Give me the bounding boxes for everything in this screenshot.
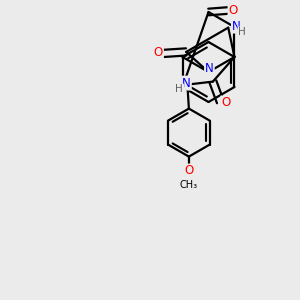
Text: O: O bbox=[184, 164, 194, 178]
Text: N: N bbox=[205, 62, 214, 76]
Text: O: O bbox=[154, 46, 163, 59]
Text: H: H bbox=[238, 27, 246, 38]
Text: CH₃: CH₃ bbox=[180, 179, 198, 190]
Text: H: H bbox=[176, 84, 183, 94]
Text: N: N bbox=[232, 20, 241, 33]
Text: O: O bbox=[221, 96, 230, 110]
Text: N: N bbox=[182, 76, 191, 90]
Text: O: O bbox=[229, 4, 238, 17]
